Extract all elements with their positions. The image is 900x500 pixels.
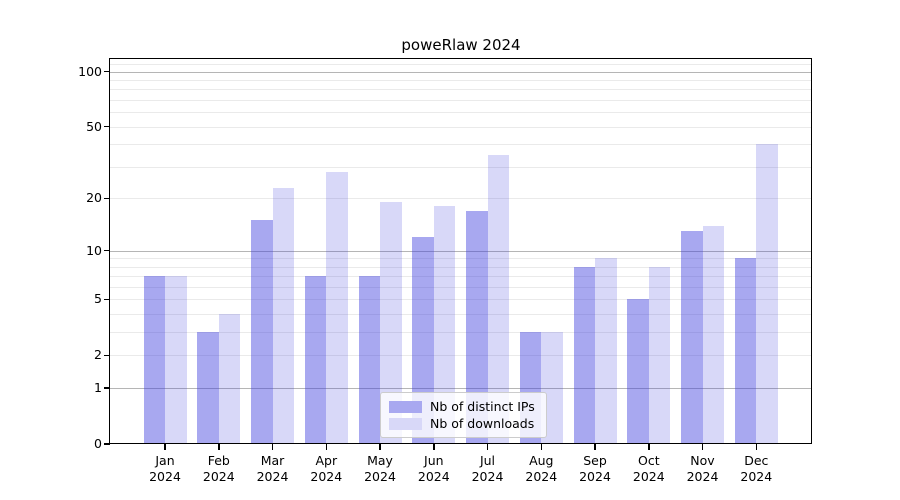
chart-title: poweRlaw 2024 (401, 36, 521, 54)
x-tick-label: Mar 2024 (256, 453, 289, 484)
y-gridline-minor (110, 355, 812, 357)
bar-downloads (326, 172, 348, 444)
x-tick (433, 444, 435, 450)
x-tick-label: Oct 2024 (632, 453, 665, 484)
y-gridline-major (110, 388, 812, 390)
y-gridline-minor (110, 166, 812, 168)
legend-swatch-downloads (389, 417, 422, 430)
legend: Nb of distinct IPs Nb of downloads (380, 392, 547, 438)
legend-label-downloads: Nb of downloads (430, 416, 535, 431)
y-tick-label: 0 (94, 436, 102, 451)
y-gridline-major (110, 71, 812, 73)
bar-downloads (380, 202, 402, 444)
y-gridline-minor (110, 80, 812, 81)
x-tick-label: Jul 2024 (471, 453, 504, 484)
y-gridline-minor (110, 144, 812, 146)
bar-distinct-ips (627, 299, 649, 444)
bar-distinct-ips (251, 220, 273, 444)
bar-downloads (218, 314, 241, 444)
x-tick (218, 444, 220, 450)
y-tick (104, 70, 110, 73)
y-gridline-minor (110, 287, 812, 288)
bar-distinct-ips (143, 276, 165, 444)
bar-distinct-ips (304, 276, 327, 444)
x-tick-label: Jan 2024 (149, 453, 181, 484)
y-tick-label: 100 (78, 63, 102, 79)
y-tick (104, 197, 110, 200)
y-tick-label: 1 (94, 380, 102, 396)
y-gridline-minor (110, 314, 812, 316)
x-tick-label: Apr 2024 (310, 453, 343, 484)
x-tick (540, 444, 542, 450)
x-tick (701, 444, 704, 450)
x-tick (325, 444, 327, 450)
y-tick (104, 125, 110, 128)
x-tick (271, 444, 274, 450)
y-tick-label: 20 (86, 190, 102, 206)
legend-swatch-distinct-ips (389, 400, 422, 413)
y-tick-label: 10 (86, 242, 102, 258)
x-tick-label: Feb 2024 (202, 453, 235, 484)
x-tick-label: Sep 2024 (579, 453, 611, 484)
legend-label-distinct-ips: Nb of distinct IPs (430, 399, 535, 414)
x-tick-label: Jun 2024 (417, 453, 450, 484)
y-tick-label: 5 (94, 291, 102, 307)
y-gridline-minor (110, 276, 812, 278)
bar-distinct-ips (734, 258, 757, 444)
x-tick (164, 444, 166, 450)
x-tick (648, 444, 650, 450)
bar-downloads (756, 144, 778, 444)
y-gridline-major (110, 250, 812, 252)
bar-distinct-ips (197, 332, 219, 444)
x-tick (594, 444, 596, 450)
legend-item-downloads: Nb of downloads (389, 415, 538, 432)
x-tick-label: Aug 2024 (525, 453, 558, 484)
y-tick (104, 443, 110, 445)
bar-distinct-ips (466, 210, 488, 444)
y-gridline-minor (110, 299, 812, 301)
bar-downloads (487, 154, 509, 444)
y-gridline-minor (110, 266, 812, 268)
y-tick (104, 387, 110, 389)
y-tick (104, 249, 110, 252)
x-tick-label: May 2024 (364, 453, 396, 484)
bar-downloads (433, 206, 456, 444)
bar-downloads (648, 266, 671, 444)
x-tick (486, 444, 489, 450)
bar-downloads (702, 225, 724, 444)
y-gridline-minor (110, 89, 812, 91)
y-tick (104, 298, 110, 301)
y-tick (104, 354, 110, 357)
y-gridline-minor (110, 198, 812, 200)
bar-distinct-ips (573, 266, 595, 444)
y-gridline-minor (110, 332, 812, 334)
y-tick-label: 50 (86, 118, 102, 134)
bar-downloads (272, 187, 294, 444)
y-gridline-minor (110, 63, 812, 65)
x-tick-label: Dec 2024 (740, 453, 773, 484)
legend-item-distinct-ips: Nb of distinct IPs (389, 398, 538, 415)
x-tick (379, 444, 381, 450)
y-tick-label: 2 (94, 347, 102, 363)
y-gridline-minor (110, 100, 812, 101)
y-gridline-minor (110, 112, 812, 114)
bar-downloads (595, 258, 617, 444)
y-gridline-minor (110, 126, 812, 128)
bar-distinct-ips (358, 276, 380, 444)
y-gridline-minor (110, 258, 812, 260)
bar-downloads (165, 276, 187, 444)
bar-distinct-ips (681, 231, 703, 444)
x-tick (755, 444, 757, 450)
x-tick-label: Nov 2024 (686, 453, 719, 484)
